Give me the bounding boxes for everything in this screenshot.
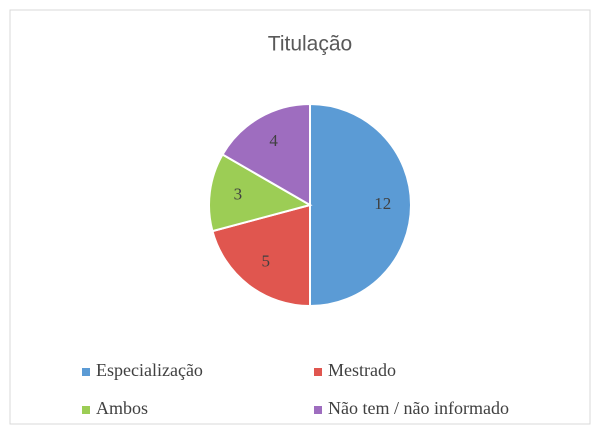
legend-swatch	[314, 406, 322, 414]
data-label: 3	[234, 184, 243, 203]
pie-slice	[221, 102, 311, 207]
chart-title: Titulação	[268, 33, 352, 56]
legend-label: Mestrado	[328, 360, 396, 380]
data-label: 5	[261, 252, 270, 271]
legend-swatch	[314, 368, 322, 376]
legend-label: Especialização	[96, 360, 203, 380]
legend-swatch	[82, 406, 90, 414]
pie-slice	[309, 102, 412, 308]
legend-label: Não tem / não informado	[328, 398, 509, 418]
pie-slice	[208, 153, 313, 233]
data-label: 12	[374, 194, 391, 213]
legend-swatch	[82, 368, 90, 376]
data-label: 4	[269, 131, 278, 150]
legend-label: Ambos	[96, 398, 148, 418]
pie-slice	[211, 203, 311, 308]
